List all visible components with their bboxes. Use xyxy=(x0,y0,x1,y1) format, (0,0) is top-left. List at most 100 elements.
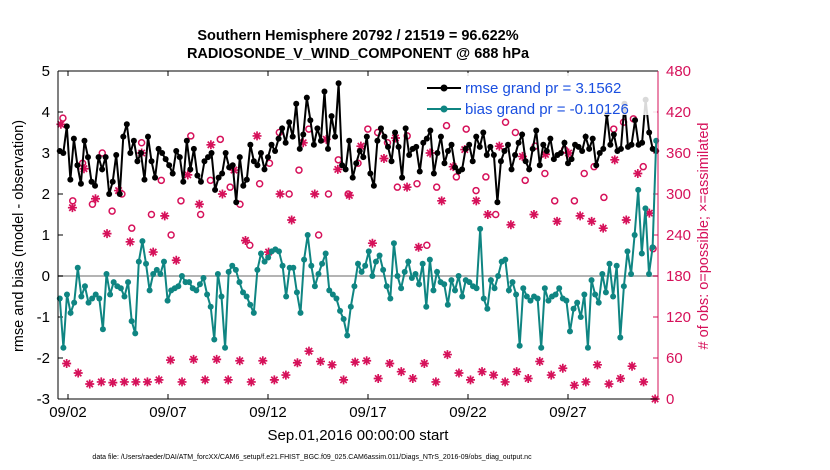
obs-assimilated-point xyxy=(442,350,452,360)
obs-possible-point xyxy=(177,197,185,205)
obs-assimilated-point xyxy=(194,199,204,209)
rmse-point xyxy=(261,166,268,173)
obs-possible-point xyxy=(442,121,451,130)
bias-point xyxy=(606,260,613,267)
rmse-point xyxy=(632,117,639,124)
obs-assimilated-point xyxy=(183,170,193,180)
rmse-point xyxy=(310,141,317,148)
bias-point xyxy=(631,232,638,238)
obs-possible-point xyxy=(187,132,195,140)
obs-possible-point xyxy=(314,231,323,239)
obs-assimilated-point xyxy=(356,141,366,151)
series-obs-assimilated xyxy=(56,119,660,404)
rmse-point xyxy=(123,121,130,128)
obs-possible-point xyxy=(482,173,490,181)
obs-assimilated-point xyxy=(362,356,372,366)
obs-assimilated-point xyxy=(73,368,83,378)
bias-point xyxy=(265,254,272,261)
bias-point xyxy=(394,273,401,279)
bias-point xyxy=(326,287,333,294)
obs-assimilated-point xyxy=(437,196,447,206)
obs-assimilated-point xyxy=(494,141,504,151)
rmse-point xyxy=(85,154,91,161)
rmse-point xyxy=(265,154,271,161)
bias-point xyxy=(455,273,462,279)
bias-point xyxy=(408,275,415,282)
obs-assimilated-point xyxy=(385,358,395,368)
obs-assimilated-point xyxy=(316,356,325,366)
rmse-point xyxy=(317,137,324,144)
bias-point xyxy=(480,295,487,302)
obs-assimilated-point xyxy=(206,140,216,150)
obs-assimilated-point xyxy=(644,208,654,218)
obs-assimilated-point xyxy=(258,356,268,366)
bias-point xyxy=(250,309,257,316)
bias-point xyxy=(135,258,142,265)
rmse-point xyxy=(388,158,395,165)
obs-assimilated-point xyxy=(200,375,210,385)
obs-possible-point xyxy=(295,166,303,174)
obs-assimilated-point xyxy=(598,223,608,233)
obs-assimilated-point xyxy=(67,203,77,213)
obs-possible-point xyxy=(570,197,579,205)
rmse-point xyxy=(374,137,381,144)
obs-assimilated-point xyxy=(79,164,89,174)
bias-point xyxy=(362,262,369,269)
rmse-point xyxy=(325,145,331,152)
rmse-point xyxy=(427,127,434,134)
legend-box xyxy=(422,73,657,115)
bias-point xyxy=(383,283,390,290)
rmse-point xyxy=(445,147,451,154)
rmse-point xyxy=(505,141,511,148)
bias-point xyxy=(534,295,541,302)
y-tick-label-left: 4 xyxy=(42,104,50,121)
rmse-point xyxy=(67,176,74,183)
rmse-point xyxy=(402,125,409,132)
obs-assimilated-point xyxy=(119,377,129,387)
bias-point xyxy=(520,285,527,292)
obs-assimilated-point xyxy=(292,358,302,368)
rmse-point xyxy=(557,150,564,156)
rmse-point xyxy=(201,158,208,165)
obs-possible-point xyxy=(432,183,441,191)
bias-point xyxy=(419,260,426,267)
obs-possible-point xyxy=(491,210,500,219)
bias-point xyxy=(426,256,433,263)
obs-possible-point xyxy=(128,224,136,232)
rmse-point xyxy=(219,170,226,177)
bias-point xyxy=(372,258,379,265)
bias-point xyxy=(207,303,214,310)
legend-label-bias: bias grand pr = -0.10126 xyxy=(465,101,629,118)
obs-assimilated-point xyxy=(431,377,441,387)
obs-assimilated-point xyxy=(102,229,112,239)
obs-assimilated-point xyxy=(275,189,285,199)
bias-point xyxy=(81,283,88,290)
obs-possible-point xyxy=(157,176,166,185)
y-axis-label-right: # of obs: o=possible; ×=assimilated xyxy=(696,123,712,350)
rmse-point xyxy=(406,152,413,159)
obs-possible-point xyxy=(196,210,205,219)
rmse-point xyxy=(593,162,600,169)
bias-point xyxy=(434,268,441,275)
bias-point xyxy=(545,297,552,304)
bias-point xyxy=(107,291,114,298)
rmse-point xyxy=(377,125,384,132)
bias-point xyxy=(466,279,473,286)
obs-assimilated-point xyxy=(344,190,354,200)
bias-point xyxy=(566,328,573,335)
bias-point xyxy=(581,291,588,298)
x-tick-label: 09/17 xyxy=(349,404,387,421)
rmse-point xyxy=(543,147,550,154)
rmse-point xyxy=(127,150,134,156)
rmse-point xyxy=(476,143,483,150)
bias-point xyxy=(523,293,530,300)
bias-point xyxy=(85,299,92,306)
x-axis-label: Sep.01,2016 00:00:00 start xyxy=(268,427,450,444)
obs-possible-point xyxy=(137,139,146,147)
rmse-point xyxy=(550,156,557,163)
bias-point xyxy=(649,244,656,251)
obs-assimilated-point xyxy=(304,346,314,356)
bias-point xyxy=(563,297,570,304)
obs-assimilated-point xyxy=(85,379,95,389)
